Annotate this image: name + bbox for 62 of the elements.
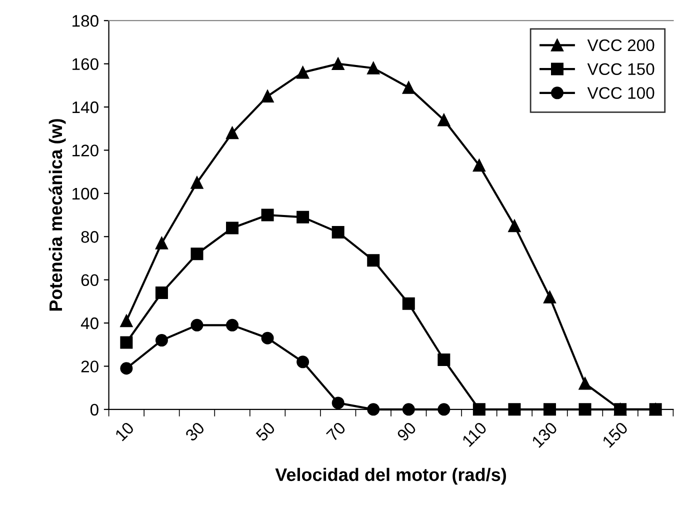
y-tick-label: 100 <box>72 188 98 200</box>
point <box>649 403 662 416</box>
point <box>226 222 239 234</box>
point <box>261 90 274 102</box>
point <box>190 248 204 260</box>
y-tick-label: 80 <box>81 231 98 243</box>
point <box>438 403 450 416</box>
point <box>155 286 168 300</box>
point <box>578 377 592 390</box>
point <box>155 334 168 347</box>
point <box>438 353 450 366</box>
legend-label: VCC 200 <box>587 39 654 52</box>
point <box>578 403 592 416</box>
point <box>402 403 415 416</box>
y-tick-label: 20 <box>81 360 98 372</box>
point <box>438 114 450 126</box>
point <box>190 176 204 189</box>
point <box>226 318 239 332</box>
point <box>332 226 344 239</box>
point <box>296 66 310 79</box>
point <box>332 58 344 70</box>
point <box>472 403 486 416</box>
x-tick-label: 130 <box>531 421 558 448</box>
y-axis-title: Potencia mecánica (w) <box>48 119 66 311</box>
y-tick-label: 140 <box>72 101 98 114</box>
point <box>543 403 556 416</box>
x-axis-title: Velocidad del motor (rad/s) <box>275 468 506 485</box>
point <box>508 220 521 232</box>
y-tick-label: 160 <box>72 58 98 70</box>
point <box>402 297 415 310</box>
point <box>261 208 274 222</box>
legend-label: VCC 150 <box>587 63 654 76</box>
x-tick-label: 50 <box>255 421 276 442</box>
point <box>543 290 556 304</box>
point <box>296 210 310 224</box>
y-tick-label: 60 <box>81 274 98 286</box>
point <box>120 336 133 349</box>
x-tick-label: 90 <box>396 421 417 442</box>
point <box>261 332 274 344</box>
point <box>472 159 486 172</box>
point <box>226 126 239 140</box>
point <box>332 396 344 410</box>
x-tick-label: 110 <box>462 421 488 448</box>
point <box>402 81 415 94</box>
point <box>120 314 133 328</box>
y-tick-label: 40 <box>80 317 98 330</box>
point <box>367 254 380 267</box>
x-tick-label: 10 <box>114 421 135 442</box>
x-tick-label: 30 <box>184 421 206 442</box>
point <box>296 356 310 368</box>
y-tick-label: 120 <box>72 144 98 156</box>
x-tick-label: 70 <box>326 421 346 442</box>
y-tick-label: 0 <box>90 404 98 416</box>
point <box>190 318 204 332</box>
point <box>508 403 521 416</box>
point <box>367 403 380 416</box>
point <box>120 362 133 375</box>
y-tick-label: 180 <box>72 15 98 27</box>
x-tick-label: 150 <box>602 421 628 448</box>
point <box>155 236 168 250</box>
legend-label: VCC 100 <box>587 87 654 99</box>
point <box>367 62 380 74</box>
